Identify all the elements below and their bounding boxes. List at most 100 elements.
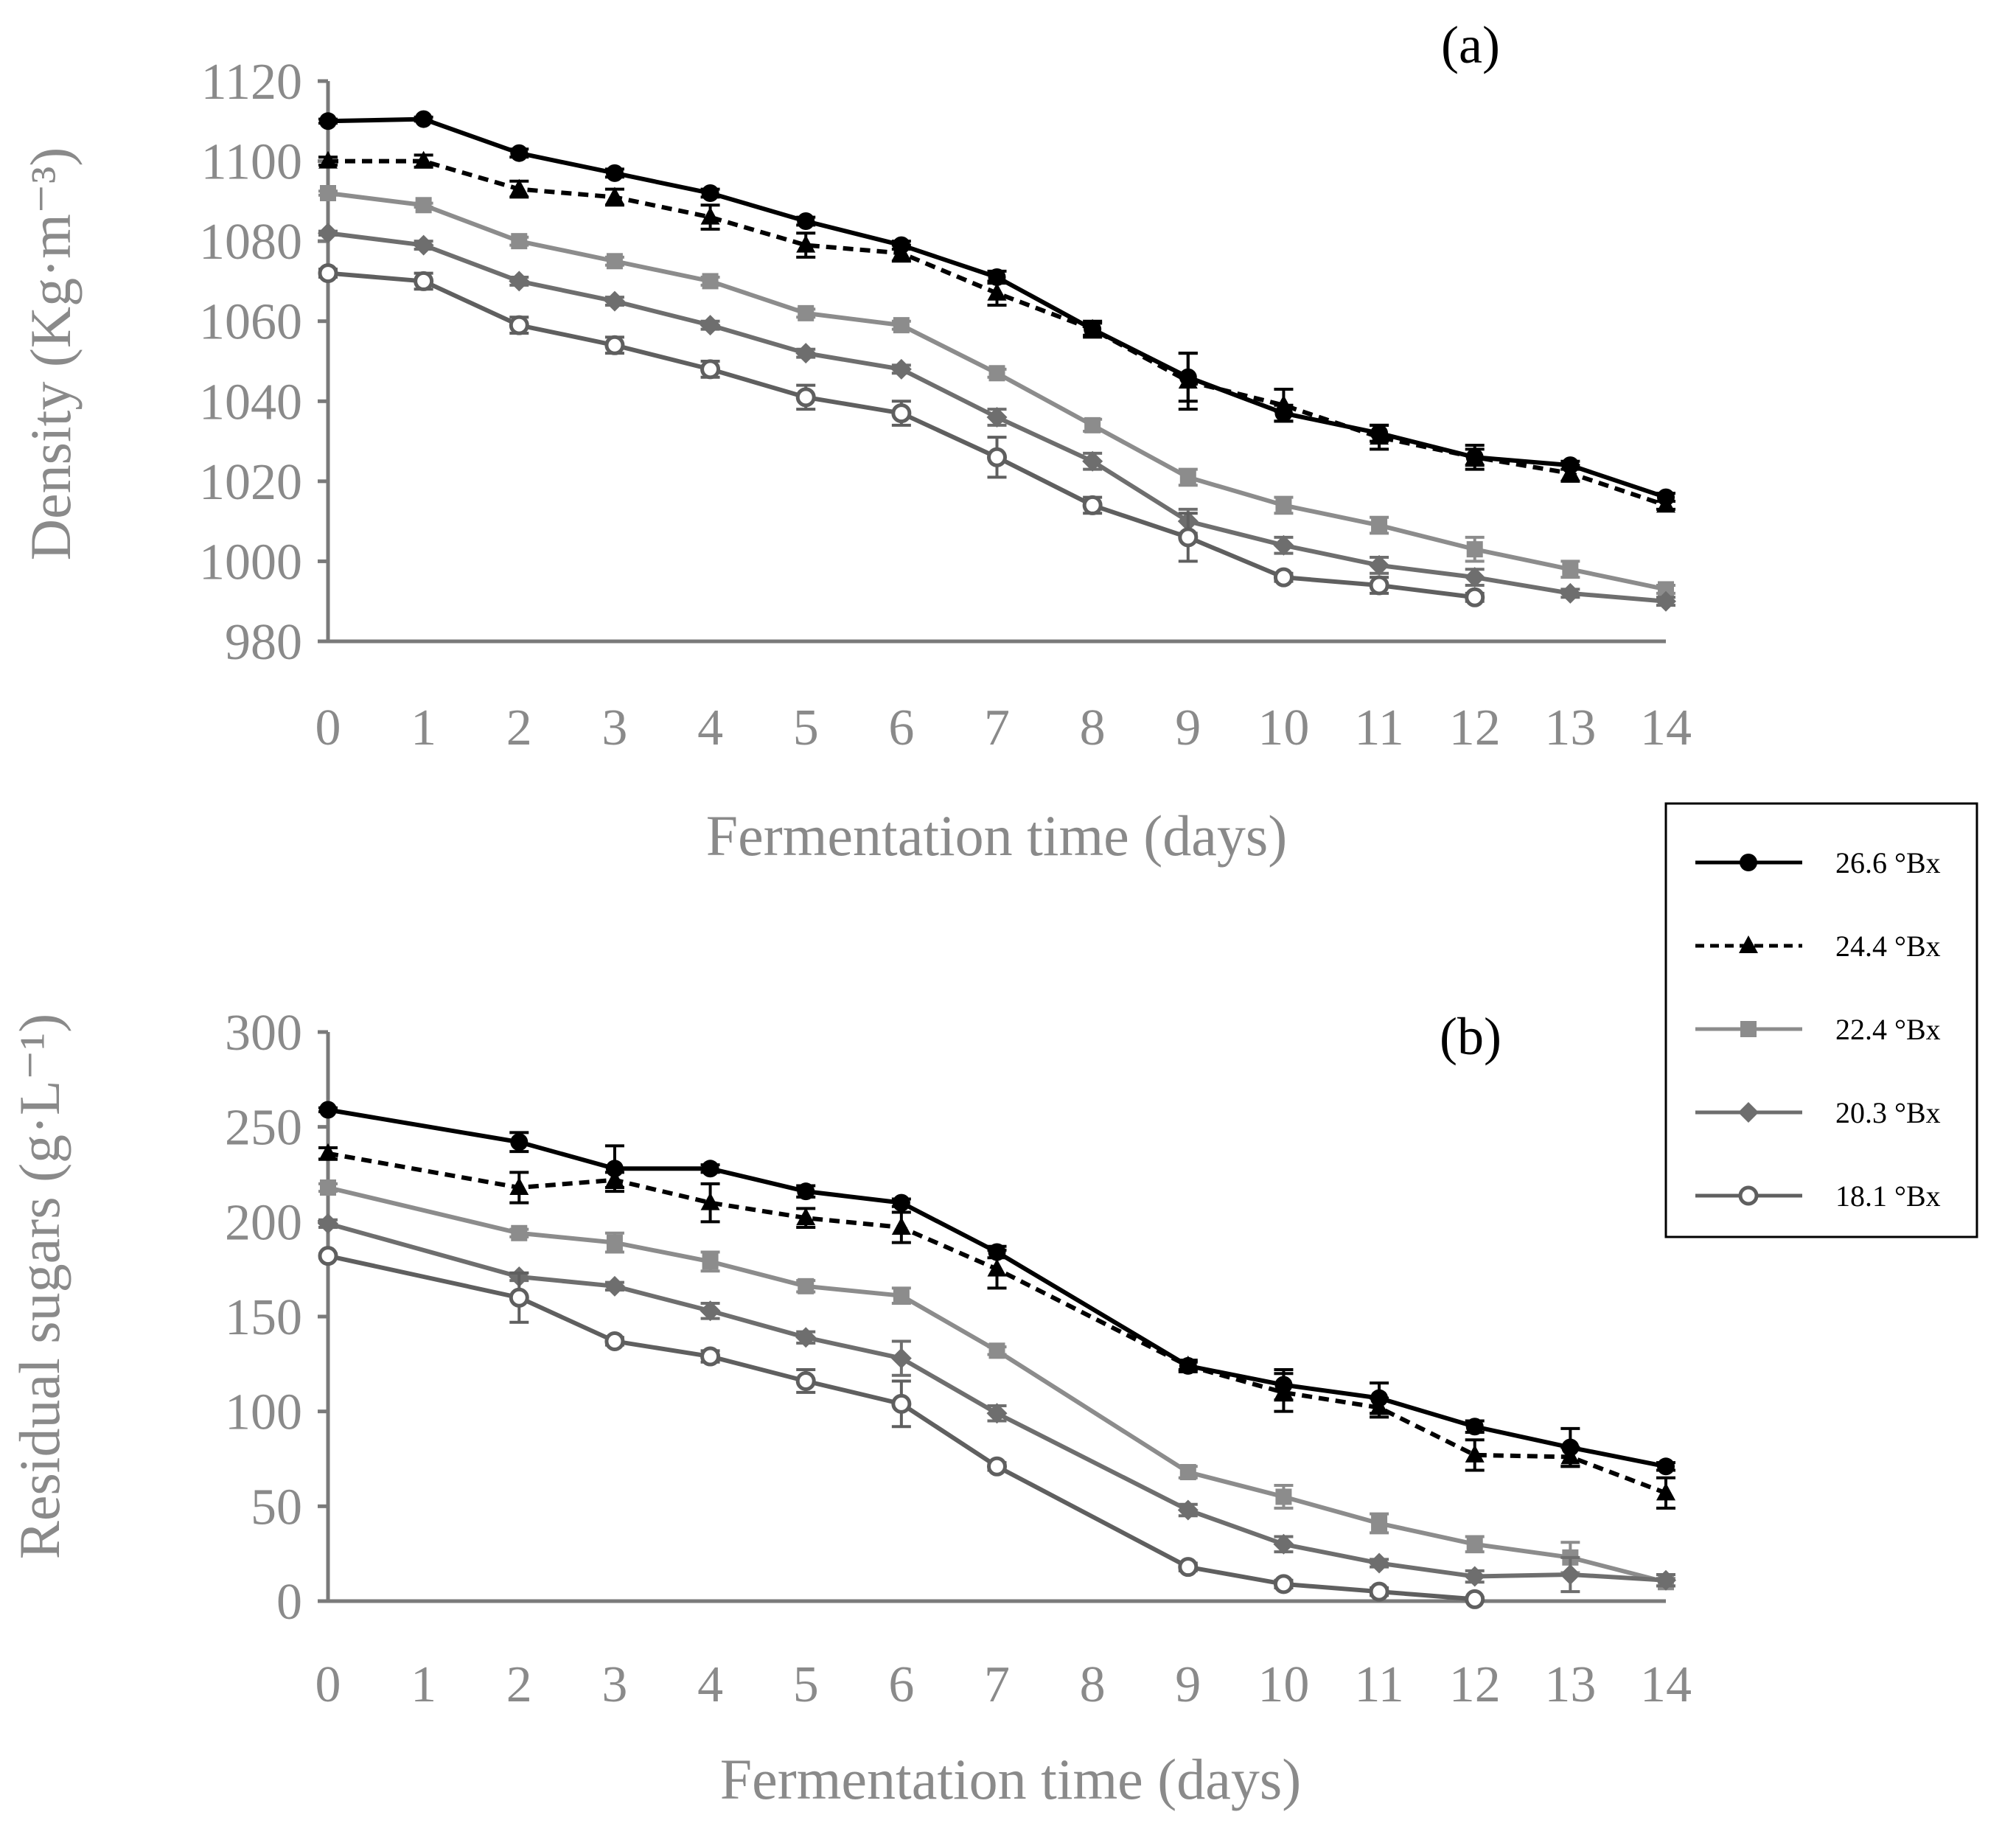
panel-b-s203-point xyxy=(1560,1564,1581,1585)
panel-a-s203-point xyxy=(890,358,912,380)
panel-b-x-tick-label: 5 xyxy=(793,1656,819,1713)
panel-a-s203-point xyxy=(1656,590,1676,612)
panel-b-s224-point xyxy=(702,1253,719,1270)
panel-b-s181-point xyxy=(1178,1557,1199,1578)
panel-b-s224-point xyxy=(606,1234,623,1251)
panel-b-y-tick-label: 200 xyxy=(225,1194,302,1251)
panel-a-s203-point xyxy=(700,315,721,336)
panel-b-s244-point xyxy=(891,1217,911,1235)
panel-b-s224-point xyxy=(1466,1536,1483,1552)
panel-b-s203-point xyxy=(986,1403,1008,1424)
panel-b-y-tick-label: 50 xyxy=(251,1479,302,1536)
panel-b-s224-point xyxy=(511,1224,528,1241)
panel-a-s266-point xyxy=(319,112,337,130)
panel-a-s203-point xyxy=(795,343,817,364)
panel-a-s203-point xyxy=(1464,567,1485,588)
panel-a-y-tick-label: 980 xyxy=(225,614,302,671)
panel-a-x-axis-title: Fermentation time (days) xyxy=(706,804,1287,868)
panel-b-y-tick-label: 300 xyxy=(225,1005,302,1062)
panel-b-s266-point xyxy=(319,1101,337,1119)
panel-b-s181-point xyxy=(1369,1581,1389,1602)
legend-s181-marker xyxy=(1738,1185,1759,1206)
panel-a-label: (a) xyxy=(1441,15,1500,74)
panel-b-s181-point xyxy=(1465,1589,1485,1609)
panel-a-x-tick-label: 14 xyxy=(1640,700,1692,756)
legend-item-s244: 24.4 °Bx xyxy=(1695,930,1941,963)
panel-b-s181-point xyxy=(604,1331,625,1351)
panel-b-y-tick-label: 100 xyxy=(225,1384,302,1441)
panel-b-y-tick-label: 150 xyxy=(225,1289,302,1346)
panel-b-s203-point xyxy=(1177,1499,1199,1521)
panel-a-y-tick-label: 1120 xyxy=(201,54,302,111)
panel-b-label: (b) xyxy=(1440,1007,1501,1066)
panel-b-s244-point xyxy=(796,1207,816,1226)
panel-b-x-tick-label: 10 xyxy=(1258,1656,1309,1713)
panel-b-s244-point xyxy=(987,1258,1007,1277)
panel-a-s224-point xyxy=(1562,561,1579,578)
panel-b-s244-point xyxy=(318,1143,338,1161)
panel-b-s203-point xyxy=(604,1275,625,1297)
panel-a-s244-point xyxy=(987,282,1007,301)
panel-a-s224-point xyxy=(606,253,623,270)
panel-a-x-tick-label: 12 xyxy=(1449,700,1501,756)
panel-a-x-tick-label: 13 xyxy=(1544,700,1596,756)
panel-a-s266-point xyxy=(510,144,529,162)
panel-a-x-tick-label: 11 xyxy=(1354,700,1403,756)
panel-a-s203-point xyxy=(1560,582,1581,604)
panel-b-x-tick-label: 4 xyxy=(697,1656,723,1713)
panel-b-s244-point xyxy=(1656,1482,1675,1501)
panel-b-s181-point xyxy=(795,1370,816,1391)
legend: 26.6 °Bx 24.4 °Bx 22.4 °Bx 20.3 °Bx 18.1 °Bx xyxy=(1664,802,1978,1238)
panel-b-x-tick-label: 7 xyxy=(984,1656,1010,1713)
panel-a-s244-point xyxy=(604,187,624,205)
panel-a-series-s181 xyxy=(318,263,1485,607)
panel-b-x-tick-label: 1 xyxy=(411,1656,436,1713)
panel-a-s181-point xyxy=(987,447,1007,467)
panel-b-s181-point xyxy=(1273,1574,1294,1594)
panel-b-s224-point xyxy=(893,1287,910,1304)
panel-a-s181-point xyxy=(1178,527,1199,548)
panel-a-s224-point xyxy=(988,365,1005,382)
panel-b-s266-point xyxy=(1657,1457,1675,1476)
panel-b-y-tick-label: 0 xyxy=(276,1574,302,1631)
panel-b-x-tick-label: 2 xyxy=(506,1656,532,1713)
panel-a-s244-point xyxy=(1178,371,1198,389)
legend-s203-marker xyxy=(1738,1102,1759,1123)
panel-b-x-tick-label: 3 xyxy=(601,1656,627,1713)
panel-b-s266-point xyxy=(701,1160,719,1178)
legend-s203-label: 20.3 °Bx xyxy=(1835,1096,1941,1129)
panel-a-x-tick-label: 0 xyxy=(315,700,341,756)
panel-a-s266-point xyxy=(414,110,433,128)
panel-b-x-axis-title: Fermentation time (days) xyxy=(720,1747,1301,1811)
panel-a-s244-point xyxy=(1274,394,1294,413)
panel-a-s224-point xyxy=(1275,497,1292,514)
panel-a-s181-point xyxy=(509,315,529,335)
panel-b-s224-point xyxy=(798,1278,815,1294)
panel-a-s266-point xyxy=(797,212,815,230)
panel-a-series-s244 xyxy=(318,150,1675,513)
panel-a-y-axis-title: Density (Kg·m⁻³) xyxy=(18,147,83,561)
panel-b-s203-point xyxy=(1369,1552,1390,1574)
panel-a-x-tick-label: 3 xyxy=(601,700,627,756)
panel-a-x-tick-label: 2 xyxy=(506,700,532,756)
panel-b-residual-sugars-chart: (b) Residual sugars (g·L⁻¹) Fermentation… xyxy=(7,1005,1692,1811)
panel-b-s224-point xyxy=(988,1342,1005,1359)
panel-b-s244-point xyxy=(1560,1446,1580,1465)
panel-b-x-tick-label: 12 xyxy=(1449,1656,1501,1713)
panel-b-s266-point xyxy=(797,1182,815,1201)
panel-b-s203-point xyxy=(795,1327,817,1348)
panel-a-y-tick-label: 1020 xyxy=(199,454,302,511)
panel-a-x-tick-label: 8 xyxy=(1080,700,1106,756)
panel-a-s244-point xyxy=(891,243,911,261)
panel-b-s203-point xyxy=(890,1348,912,1369)
panel-a-s203-point xyxy=(413,234,434,256)
panel-b-x-tick-label: 6 xyxy=(888,1656,914,1713)
panel-b-s244-point xyxy=(1370,1397,1389,1415)
panel-a-s181-point xyxy=(414,271,434,291)
panel-b-s244-point xyxy=(1178,1355,1198,1373)
panel-a-s203-point xyxy=(986,407,1008,428)
panel-a-s181-point xyxy=(795,387,816,408)
panel-a-s244-point xyxy=(1465,447,1485,465)
panel-b-y-axis-title: Residual sugars (g·L⁻¹) xyxy=(7,1014,71,1559)
